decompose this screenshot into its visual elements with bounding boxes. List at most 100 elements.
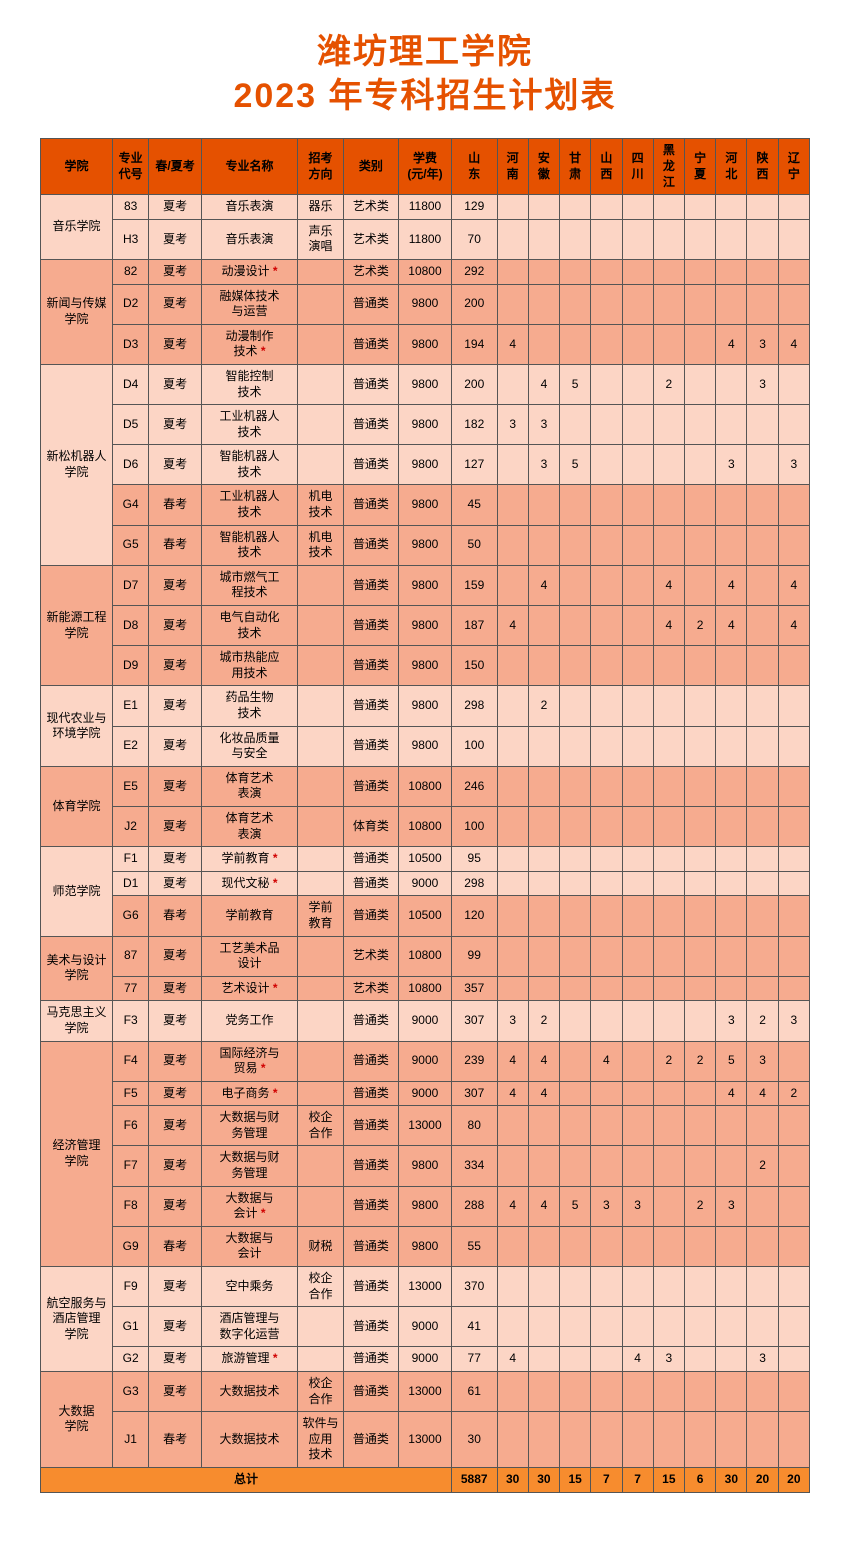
value-cell [778,405,809,445]
value-cell [560,976,591,1001]
total-label: 总计 [41,1467,452,1492]
exam-cell: 春考 [149,896,202,936]
value-cell [684,284,715,324]
cat-cell: 普通类 [343,1146,398,1186]
value-cell [591,445,622,485]
dir-cell: 机电技术 [298,485,344,525]
exam-cell: 夏考 [149,726,202,766]
value-cell: 4 [716,565,747,605]
value-cell: 4 [653,565,684,605]
value-cell: 4 [497,1347,528,1372]
table-row: E2夏考化妆品质量与安全普通类9800100 [41,726,810,766]
value-cell [528,1347,559,1372]
value-cell [560,1146,591,1186]
table-row: 新闻与传媒学院82夏考动漫设计 *艺术类10800292 [41,259,810,284]
code-cell: D6 [113,445,149,485]
h-nx: 宁夏 [684,139,715,195]
value-cell [684,445,715,485]
code-cell: J2 [113,806,149,846]
exam-cell: 夏考 [149,1372,202,1412]
dir-cell: 校企合作 [298,1106,344,1146]
value-cell [684,936,715,976]
cat-cell: 普通类 [343,445,398,485]
value-cell [497,806,528,846]
value-cell [591,1412,622,1468]
value-cell [716,871,747,896]
exam-cell: 夏考 [149,1081,202,1106]
total-cell: 7 [622,1467,653,1492]
value-cell [591,259,622,284]
value-cell [747,195,778,220]
value-cell: 5 [560,1186,591,1226]
fee-cell: 10800 [399,806,452,846]
value-cell: 370 [451,1267,497,1307]
dir-cell [298,1146,344,1186]
dir-cell [298,646,344,686]
total-cell: 30 [528,1467,559,1492]
value-cell: 307 [451,1081,497,1106]
value-cell [653,1106,684,1146]
dir-cell [298,1081,344,1106]
cat-cell: 普通类 [343,1041,398,1081]
value-cell [528,936,559,976]
fee-cell: 9800 [399,445,452,485]
code-cell: F6 [113,1106,149,1146]
dir-cell: 财税 [298,1226,344,1266]
value-cell: 4 [528,1186,559,1226]
value-cell [747,1267,778,1307]
value-cell [653,1267,684,1307]
value-cell [591,1001,622,1041]
value-cell [716,766,747,806]
value-cell [591,1372,622,1412]
value-cell [716,259,747,284]
value-cell [653,259,684,284]
cat-cell: 普通类 [343,1412,398,1468]
value-cell [778,1267,809,1307]
value-cell [591,766,622,806]
value-cell [591,606,622,646]
value-cell [778,1226,809,1266]
fee-cell: 10500 [399,847,452,872]
value-cell: 334 [451,1146,497,1186]
value-cell [591,405,622,445]
value-cell: 3 [716,1186,747,1226]
cat-cell: 普通类 [343,686,398,726]
major-cell: 化妆品质量与安全 [202,726,298,766]
exam-cell: 夏考 [149,364,202,404]
value-cell: 100 [451,726,497,766]
value-cell [497,726,528,766]
dir-cell [298,686,344,726]
value-cell [716,1106,747,1146]
cat-cell: 普通类 [343,364,398,404]
code-cell: F5 [113,1081,149,1106]
fee-cell: 10800 [399,976,452,1001]
value-cell [497,445,528,485]
value-cell [528,847,559,872]
value-cell [497,525,528,565]
value-cell: 2 [684,1186,715,1226]
exam-cell: 夏考 [149,195,202,220]
value-cell: 120 [451,896,497,936]
value-cell [778,936,809,976]
college-cell: 马克思主义学院 [41,1001,113,1041]
table-row: D8夏考电气自动化技术普通类980018744244 [41,606,810,646]
value-cell: 2 [684,606,715,646]
value-cell [622,324,653,364]
title-line1: 潍坊理工学院 [317,33,533,71]
cat-cell: 普通类 [343,1347,398,1372]
college-cell: 新能源工程学院 [41,565,113,686]
value-cell [497,565,528,605]
value-cell [653,324,684,364]
table-row: D9夏考城市热能应用技术普通类9800150 [41,646,810,686]
major-cell: 酒店管理与数字化运营 [202,1307,298,1347]
value-cell: 246 [451,766,497,806]
value-cell [684,646,715,686]
value-cell [747,259,778,284]
value-cell [653,1081,684,1106]
major-cell: 智能控制技术 [202,364,298,404]
fee-cell: 10500 [399,896,452,936]
table-row: 马克思主义学院F3夏考党务工作普通类900030732323 [41,1001,810,1041]
dir-cell [298,606,344,646]
value-cell [778,646,809,686]
value-cell [747,219,778,259]
